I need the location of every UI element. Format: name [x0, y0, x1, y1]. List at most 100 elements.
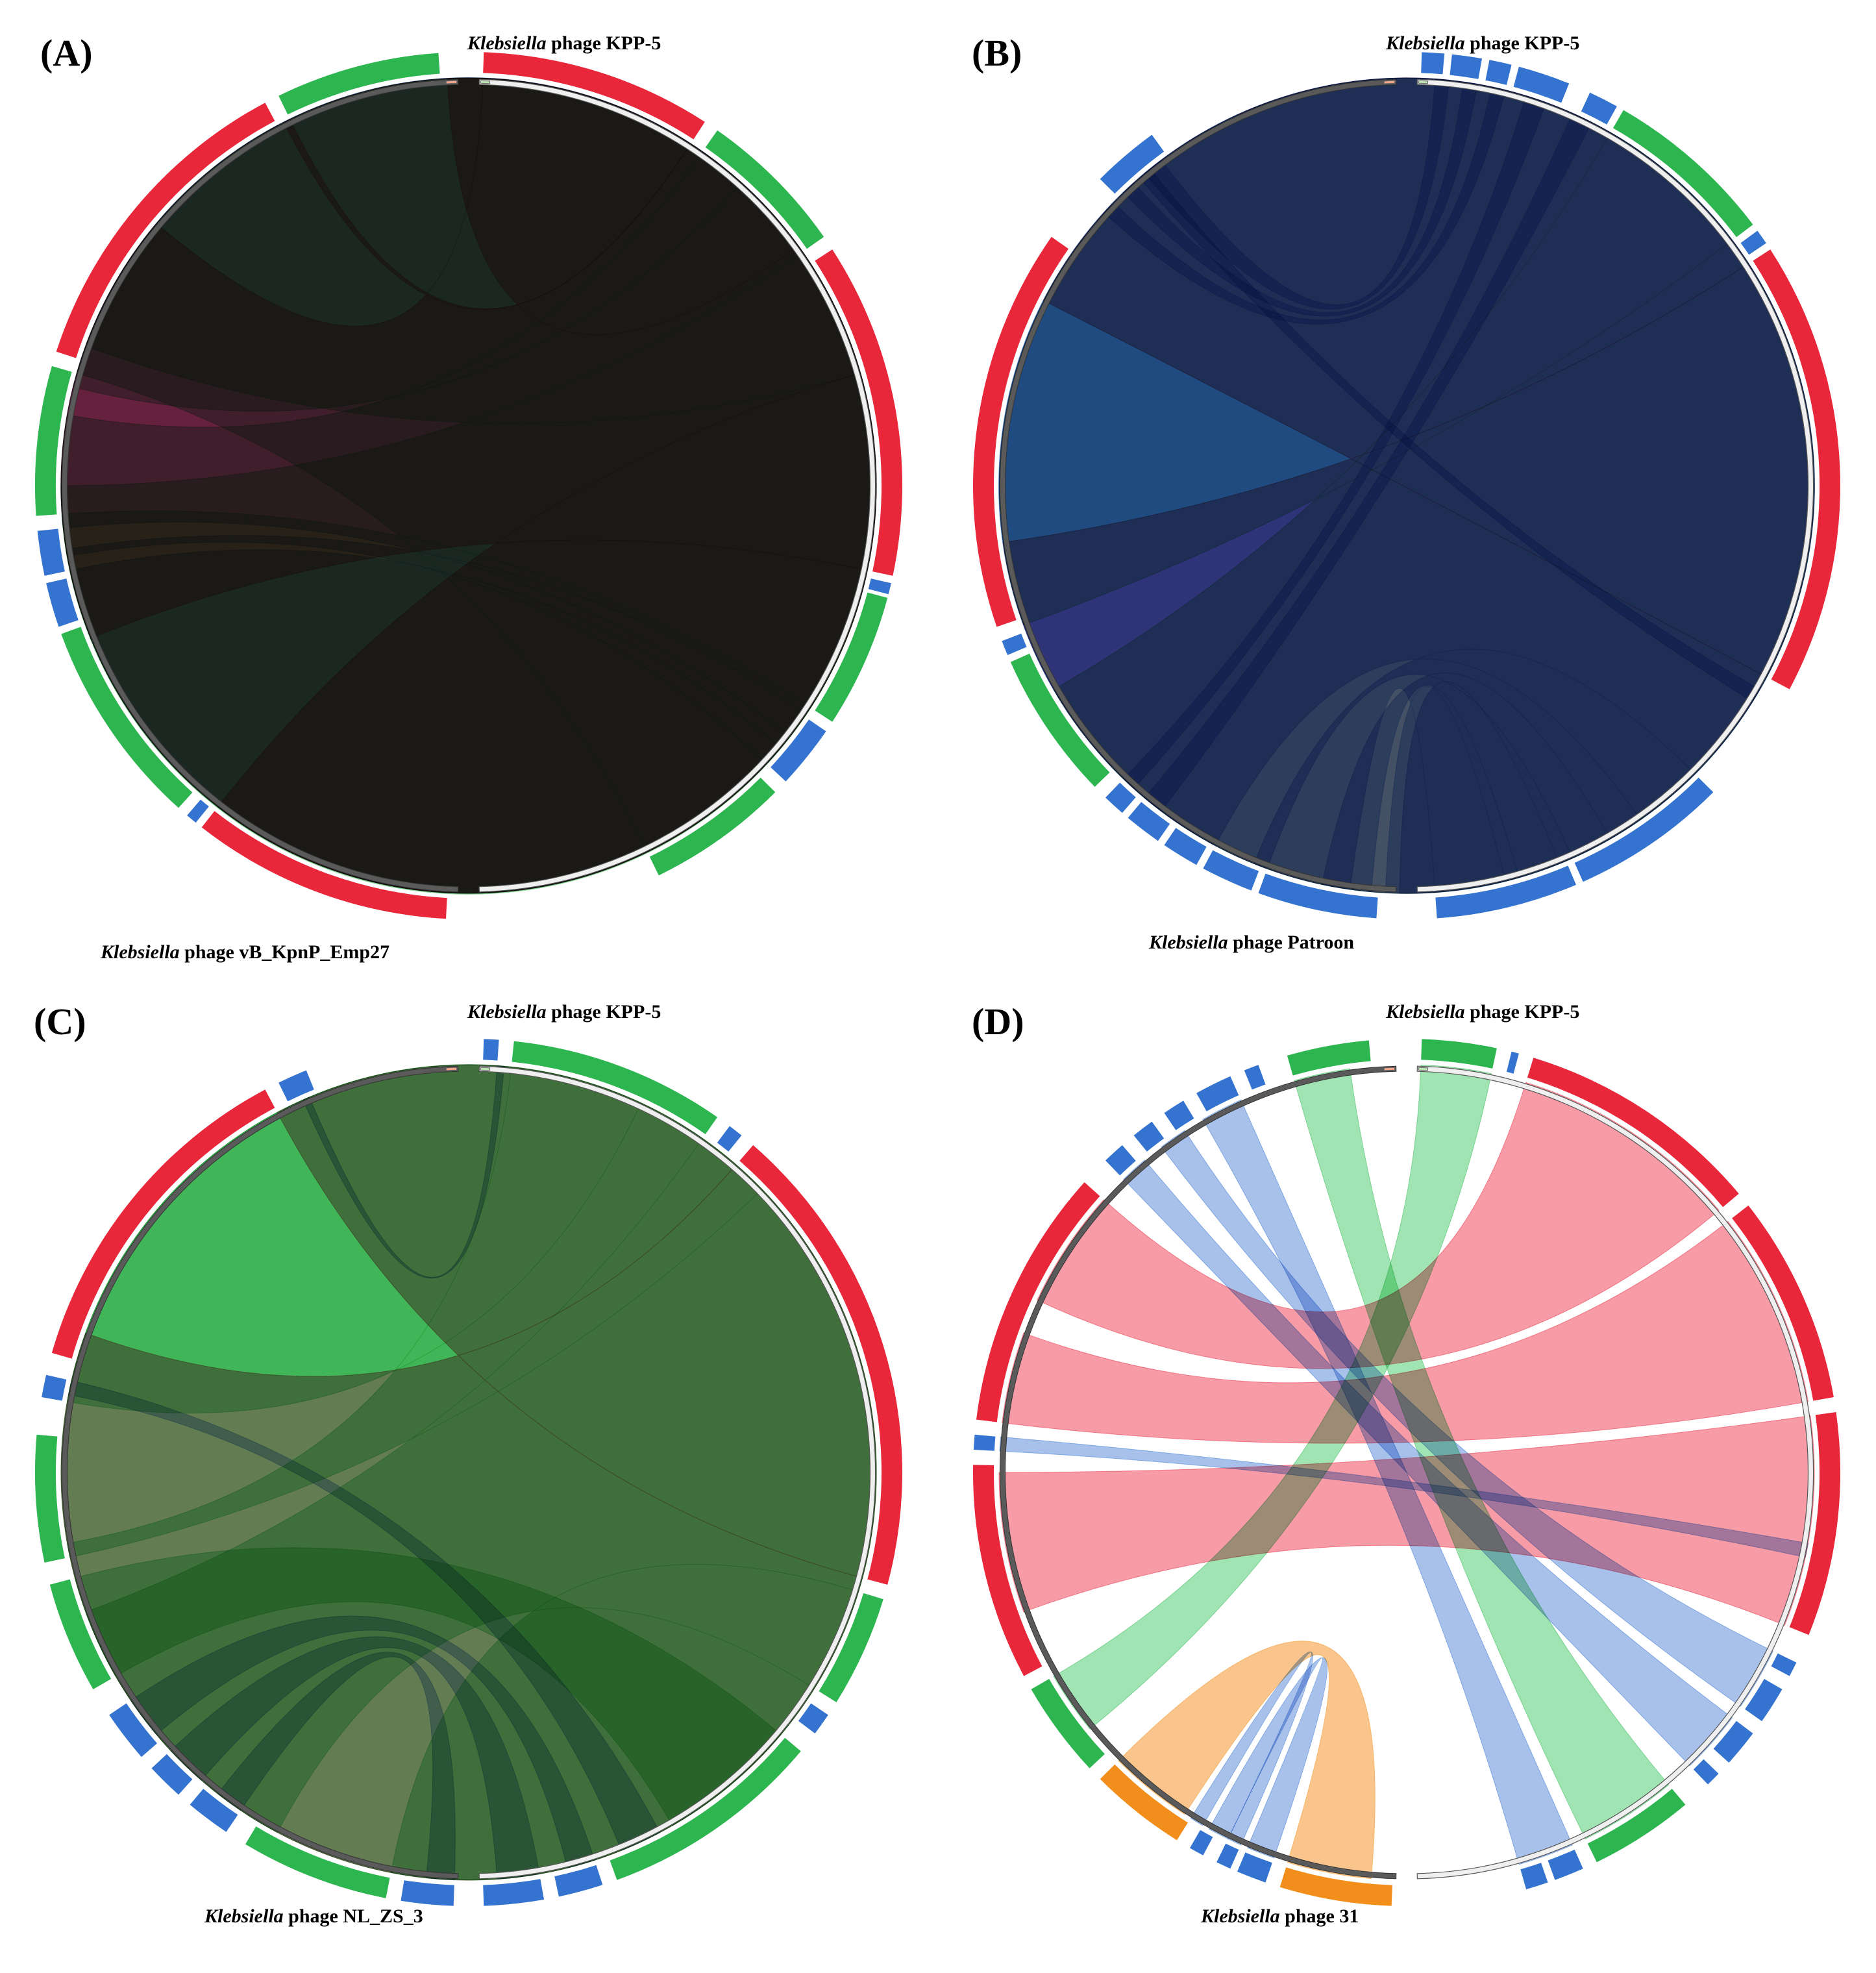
alignment-segment: [151, 1754, 193, 1795]
chord-ribbon: [1123, 1160, 1733, 1767]
alignment-segment: [771, 719, 826, 782]
alignment-segment: [46, 578, 79, 627]
alignment-segment: [1693, 1759, 1719, 1785]
alignment-segment: [1244, 1065, 1266, 1090]
alignment-segment: [1587, 1789, 1686, 1863]
alignment-segment: [1258, 873, 1378, 919]
chord-ribbon: [68, 1380, 661, 1851]
panel-label: (A): [40, 32, 93, 74]
chord-ribbon: [60, 78, 877, 895]
alignment-segment: [1128, 802, 1170, 841]
alignment-segment: [1771, 1653, 1797, 1676]
alignment-segment: [1740, 230, 1766, 255]
alignment-segment: [1031, 1679, 1105, 1768]
reference-start-marker: [1418, 80, 1429, 84]
chord-ribbon: [1139, 168, 1760, 702]
alignment-segment: [1513, 66, 1570, 103]
alignment-segment: [649, 777, 776, 876]
reference-genome-label: Klebsiella phage KPP-5: [1386, 1001, 1580, 1023]
query-genome-label: Klebsiella phage 31: [1201, 1905, 1359, 1927]
alignment-segment: [798, 1703, 828, 1733]
panel-b: (B) Klebsiella phage KPP-5 Klebsiella ph…: [938, 0, 1876, 986]
alignment-segment: [1287, 1040, 1371, 1076]
alignment-segment: [1789, 1412, 1841, 1635]
query-end-marker: [1383, 1067, 1396, 1071]
chord-ribbon: [1118, 1641, 1376, 1880]
alignment-segment: [187, 799, 209, 823]
reference-genome-track: [1416, 1065, 1814, 1880]
alignment-segment: [972, 1465, 1043, 1676]
alignment-segment: [554, 1865, 603, 1897]
alignment-segment: [705, 130, 824, 249]
panel-c: (C) Klebsiella phage KPP-5 Klebsiella ph…: [0, 987, 938, 1973]
reference-genome-track: [1416, 79, 1814, 893]
chord-ribbon: [130, 1615, 595, 1868]
alignment-segment: [1520, 1863, 1548, 1890]
alignment-segment: [815, 249, 902, 576]
query-genome-track: [62, 79, 459, 893]
reference-genome-label: Klebsiella phage KPP-5: [467, 32, 661, 54]
chord-ribbon: [1161, 1130, 1774, 1707]
chord-ribbon: [217, 1652, 456, 1881]
alignment-segment: [1581, 92, 1617, 125]
reference-start-marker: [480, 1067, 491, 1071]
reference-genome-label: Klebsiella phage KPP-5: [1386, 32, 1580, 54]
alignment-segment: [973, 1434, 996, 1451]
chord-diagram: [34, 1039, 902, 1906]
alignment-segment: [1732, 1205, 1834, 1401]
chord-diagram: [972, 1039, 1841, 1906]
alignment-segment: [1010, 653, 1110, 787]
query-genome-label: Klebsiella phage Patroon: [1149, 932, 1355, 953]
panel-d: (D) Klebsiella phage KPP-5 Klebsiella ph…: [938, 987, 1876, 1973]
alignment-segment: [37, 528, 65, 576]
alignment-segment: [1527, 1058, 1739, 1208]
alignment-segment: [1713, 1720, 1753, 1763]
alignment-segment: [1753, 249, 1840, 689]
alignment-segment: [1506, 1051, 1519, 1074]
alignment-segment: [512, 1041, 718, 1134]
chord-ribbon: [1190, 1651, 1313, 1846]
alignment-segment: [1002, 633, 1027, 655]
alignment-segment: [56, 103, 275, 358]
chord-ribbon: [302, 1065, 505, 1279]
query-genome-track: [1000, 1065, 1397, 1880]
alignment-segment: [1574, 777, 1714, 882]
query-genome-label: Klebsiella phage vB_KpnP_Emp27: [101, 941, 390, 963]
chord-diagram: [973, 52, 1840, 919]
alignment-segment: [1279, 1867, 1392, 1906]
alignment-segment: [51, 1089, 275, 1359]
alignment-segment: [819, 1593, 883, 1702]
reference-genome-track: [478, 1065, 876, 1880]
alignment-segment: [1421, 1039, 1497, 1069]
chord-diagram: [34, 52, 902, 919]
alignment-segment: [483, 1879, 544, 1906]
alignment-segment: [42, 1374, 67, 1401]
alignment-segment: [717, 1126, 742, 1152]
alignment-segment: [401, 1880, 454, 1906]
panel-label: (B): [972, 32, 1022, 74]
alignment-segment: [973, 236, 1068, 627]
panel-label: (C): [34, 1000, 86, 1043]
reference-start-marker: [480, 80, 491, 84]
alignment-segment: [483, 52, 705, 140]
alignment-segment: [61, 627, 193, 808]
reference-genome-track: [478, 79, 876, 893]
alignment-segment: [739, 1145, 902, 1585]
alignment-segment: [1100, 1764, 1188, 1841]
alignment-segment: [1613, 110, 1753, 238]
chord-ribbon: [999, 1436, 1809, 1558]
alignment-segment: [1105, 782, 1136, 813]
alignment-segment: [976, 1182, 1100, 1422]
chord-ribbon: [998, 77, 1814, 894]
alignment-segment: [1421, 52, 1445, 75]
alignment-segment: [1105, 1145, 1136, 1176]
alignment-segment: [1190, 1830, 1213, 1855]
alignment-segment: [1745, 1679, 1783, 1722]
alignment-segment: [483, 1039, 499, 1061]
alignment-segment: [868, 578, 891, 595]
alignment-segment: [1196, 1076, 1239, 1111]
reference-genome-label: Klebsiella phage KPP-5: [467, 1001, 661, 1023]
chord-ribbon: [169, 1636, 540, 1880]
alignment-segment: [1164, 828, 1207, 865]
chord-ribbon: [1294, 1068, 1670, 1840]
